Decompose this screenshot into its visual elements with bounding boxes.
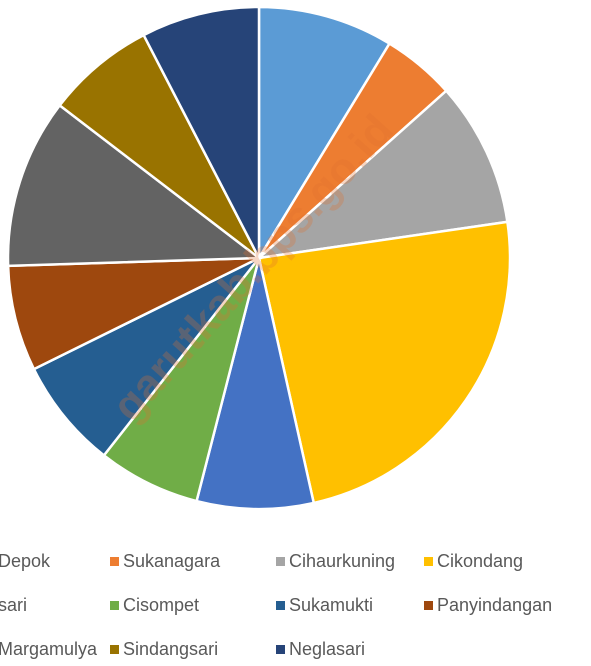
legend-label: Depok [0, 551, 51, 571]
legend-swatch [110, 601, 119, 610]
legend-swatch [276, 601, 285, 610]
legend-label: Margamulya [0, 639, 98, 659]
legend-label: Cihaurkuning [289, 551, 395, 571]
legend-label: Cisompet [123, 595, 199, 615]
pie-slice [6, 256, 260, 371]
legend-label: Sukanagara [123, 551, 221, 571]
pie-slice [32, 256, 260, 458]
pie-slice [257, 5, 392, 263]
legend-label: Cikondang [437, 551, 523, 571]
legend-label: Panyindangan [437, 595, 552, 615]
pie-slice [6, 103, 263, 268]
pie-slice [255, 89, 509, 260]
legend-swatch [424, 557, 433, 566]
legend-swatch [276, 557, 285, 566]
pie-slice [257, 220, 512, 505]
legend-label: Neglasari [289, 639, 365, 659]
legend: Depok Sukanagara Cihaurkuning Cikondang Jati… [0, 551, 552, 659]
legend-swatch [424, 601, 433, 610]
legend-label: Sukamukti [289, 595, 373, 615]
pie-slice [195, 257, 316, 511]
pie-slice [57, 33, 261, 259]
legend-label: Sindangsari [123, 639, 218, 659]
legend-swatch [276, 645, 285, 654]
legend-swatch [110, 645, 119, 654]
pie-slice [141, 5, 261, 259]
legend-swatch [110, 557, 119, 566]
pie [6, 5, 512, 511]
legend-label: Jatisari [0, 595, 27, 615]
